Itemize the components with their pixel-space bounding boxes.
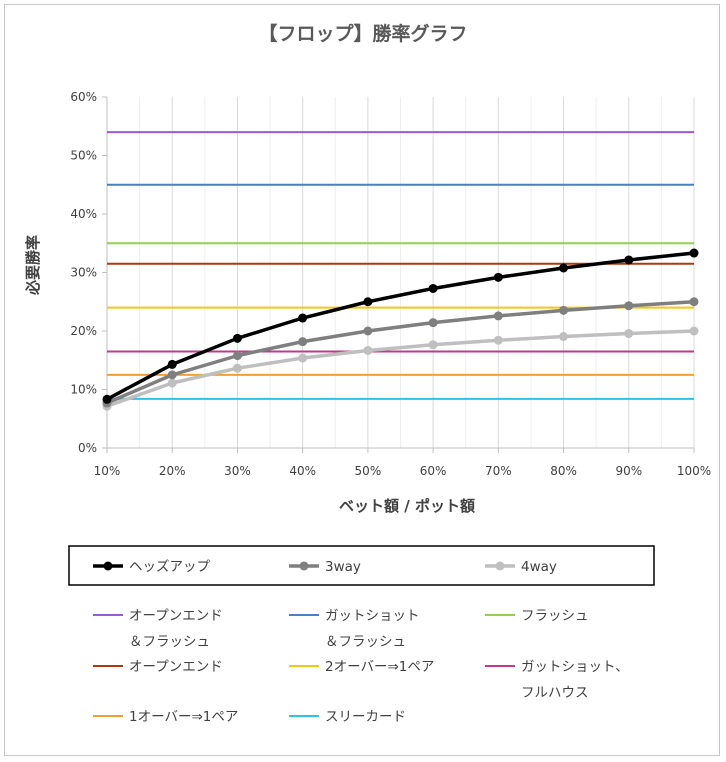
legend-reference-label: スリーカード: [325, 709, 406, 725]
legend-series-label: ヘッズアップ: [129, 559, 210, 575]
y-tick-label: 30%: [70, 266, 97, 280]
legend-reference-label: オープンエンド: [129, 659, 223, 675]
data-point: [232, 333, 242, 343]
legend-box-series: [68, 545, 655, 586]
x-tick-label: 10%: [94, 464, 121, 478]
y-tick-label: 10%: [70, 383, 97, 397]
data-point: [559, 332, 569, 342]
x-tick-label: 60%: [420, 464, 447, 478]
data-point: [167, 359, 177, 369]
plot-area: 0% 10% 20% 30% 40% 50% 60% 10% 20% 30% 40% 50% 60% 70…: [70, 90, 711, 478]
legend-series-label: 4way: [521, 559, 557, 575]
data-point: [232, 351, 242, 361]
data-point: [298, 313, 308, 323]
legend: ヘッズアップ 3way 4wayオープンエンド＆フラッシュガットショット＆フラッシュ…: [93, 559, 629, 725]
x-tick-label: 80%: [550, 464, 577, 478]
legend-reference-label: オープンエンド: [129, 608, 223, 624]
legend-reference-label: ＆フラッシュ: [129, 634, 210, 650]
legend-series-marker: [103, 561, 113, 571]
x-tick-label: 90%: [615, 464, 642, 478]
data-point: [167, 370, 177, 380]
series-line: [106, 300, 695, 405]
legend-series-marker: [495, 561, 505, 571]
data-point: [689, 248, 699, 258]
win-rate-chart: 【フロップ】勝率グラフ 0% 10% 20% 30% 40% 50% 60% 10% 20% 30…: [24, 22, 711, 725]
data-point: [493, 272, 503, 282]
data-point: [624, 329, 634, 339]
data-point: [689, 326, 699, 336]
data-point: [232, 363, 242, 373]
data-point: [624, 255, 634, 265]
data-point: [167, 378, 177, 388]
legend-reference-label: ガットショット: [325, 608, 420, 624]
x-tick-label: 70%: [485, 464, 512, 478]
series-line: [106, 251, 695, 401]
data-point: [493, 335, 503, 345]
y-tick-label: 40%: [70, 207, 97, 221]
legend-series-label: 3way: [325, 559, 361, 575]
data-point: [102, 394, 112, 404]
x-tick-label: 20%: [159, 464, 186, 478]
legend-reference-label: 1オーバー⇒1ペア: [129, 709, 238, 725]
legend-reference-label: 2オーバー⇒1ペア: [325, 659, 434, 675]
series-line: [106, 329, 695, 408]
data-point: [298, 337, 308, 347]
data-point: [363, 326, 373, 336]
x-tick-label: 40%: [289, 464, 316, 478]
data-point: [493, 311, 503, 321]
data-point: [363, 297, 373, 307]
legend-series-marker: [299, 561, 309, 571]
y-tick-label: 50%: [70, 149, 97, 163]
x-axis-label: ベット額 / ポット額: [339, 497, 475, 515]
x-tick-label: 50%: [355, 464, 382, 478]
data-point: [559, 263, 569, 273]
legend-reference-label: ＆フラッシュ: [325, 634, 406, 650]
x-tick-label: 30%: [224, 464, 251, 478]
chart-frame: 【フロップ】勝率グラフ 0% 10% 20% 30% 40% 50% 60% 10% 20% 30…: [4, 4, 720, 756]
legend-reference-label: フルハウス: [521, 685, 589, 701]
data-point: [624, 301, 634, 311]
data-point: [428, 318, 438, 328]
y-tick-label: 60%: [70, 90, 97, 104]
data-point: [689, 297, 699, 307]
data-point: [559, 305, 569, 315]
legend-reference-label: ガットショット、: [521, 659, 629, 675]
x-tick-label: 100%: [677, 464, 711, 478]
data-point: [363, 345, 373, 355]
data-point: [428, 340, 438, 350]
chart-title: 【フロップ】勝率グラフ: [258, 22, 467, 45]
data-point: [298, 353, 308, 363]
y-tick-label: 0%: [78, 441, 97, 455]
y-tick-label: 20%: [70, 324, 97, 338]
legend-reference-label: フラッシュ: [521, 608, 589, 624]
data-point: [428, 283, 438, 293]
y-axis-label: 必要勝率: [24, 235, 42, 296]
